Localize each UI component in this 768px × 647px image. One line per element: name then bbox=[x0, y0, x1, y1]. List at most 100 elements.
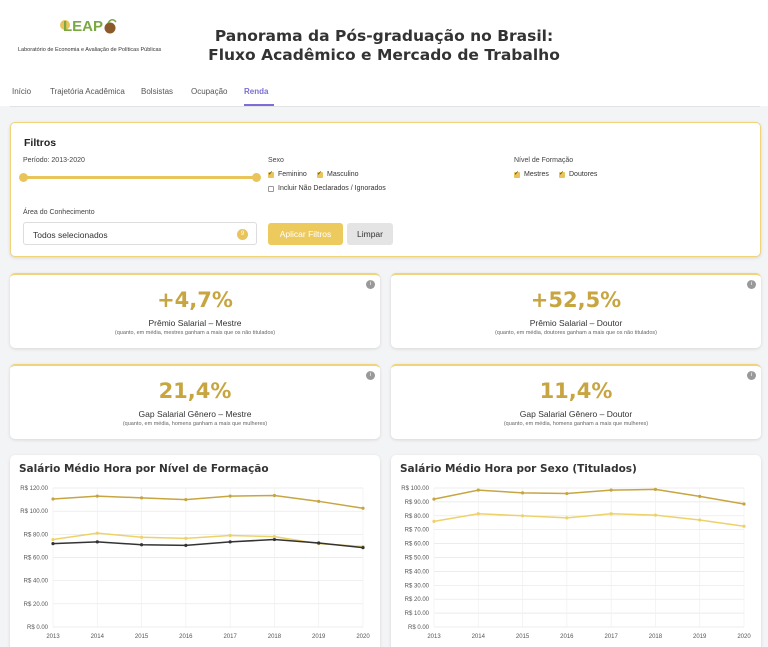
y-tick-label: R$ 40.00 bbox=[405, 569, 430, 575]
period-slider-track[interactable] bbox=[23, 176, 258, 179]
y-tick-label: R$ 0.00 bbox=[27, 625, 49, 631]
y-tick-label: R$ 100.00 bbox=[401, 486, 429, 492]
data-point bbox=[609, 512, 613, 516]
kpi-value: +4,7% bbox=[157, 288, 233, 312]
data-point bbox=[184, 536, 188, 540]
y-tick-label: R$ 80.00 bbox=[24, 532, 49, 538]
data-point bbox=[698, 494, 702, 498]
data-point bbox=[51, 537, 55, 542]
series-line bbox=[433, 512, 745, 527]
data-point bbox=[361, 506, 365, 510]
tab-inicio[interactable]: Início bbox=[12, 87, 32, 96]
data-point bbox=[184, 543, 188, 547]
tab-ocupacao[interactable]: Ocupação bbox=[191, 87, 228, 96]
data-point bbox=[139, 543, 144, 547]
x-tick-label: 2014 bbox=[91, 634, 105, 640]
kpi-value: 11,4% bbox=[539, 379, 613, 403]
data-point bbox=[609, 488, 613, 492]
tab-bolsistas[interactable]: Bolsistas bbox=[141, 87, 174, 96]
kpi-label: Gap Salarial Gênero – Mestre bbox=[138, 409, 252, 419]
data-point bbox=[272, 493, 277, 498]
data-point bbox=[317, 499, 321, 503]
clear-filters-button[interactable]: Limpar bbox=[347, 223, 393, 245]
x-tick-label: 2014 bbox=[472, 634, 486, 640]
page-subtitle: Fluxo Acadêmico e Mercado de Trabalho bbox=[208, 46, 560, 64]
period-label: Período: 2013-2020 bbox=[23, 157, 85, 164]
x-tick-label: 2015 bbox=[135, 634, 149, 640]
kpi-value: +52,5% bbox=[530, 288, 622, 312]
x-tick-label: 2020 bbox=[356, 634, 370, 640]
data-point bbox=[520, 514, 525, 518]
y-tick-label: R$ 60.00 bbox=[405, 542, 430, 548]
checkbox-masculino[interactable] bbox=[317, 170, 323, 178]
period-slider-end-handle[interactable] bbox=[252, 173, 261, 182]
info-icon[interactable]: i bbox=[747, 280, 756, 289]
tab-trajetoria-academica[interactable]: Trajetória Acadêmica bbox=[50, 87, 125, 96]
x-tick-label: 2013 bbox=[427, 634, 441, 640]
active-tab-indicator bbox=[244, 104, 274, 106]
x-tick-label: 2020 bbox=[737, 634, 751, 640]
chart-title: Salário Médio Hora por Nível de Formação bbox=[19, 463, 269, 475]
kpi-card-gap-doutor: i 11,4% Gap Salarial Gênero – Doutor (qu… bbox=[391, 364, 761, 439]
x-tick-label: 2015 bbox=[516, 634, 530, 640]
checkbox-doutores-label: Doutores bbox=[569, 171, 598, 178]
chart-card-nivel: Salário Médio Hora por Nível de Formação… bbox=[10, 455, 380, 647]
kpi-label: Prêmio Salarial – Doutor bbox=[529, 318, 623, 328]
kpi-note: (quanto, em média, mestres ganham a mais… bbox=[114, 330, 276, 336]
series-line bbox=[52, 494, 364, 510]
area-selected-count-badge: 9 bbox=[237, 229, 248, 240]
x-tick-label: 2016 bbox=[560, 634, 574, 640]
checkbox-include-undeclared-label: Incluir Não Declarados / Ignorados bbox=[278, 185, 386, 192]
chart-title: Salário Médio Hora por Sexo (Titulados) bbox=[400, 463, 637, 475]
data-point bbox=[228, 494, 232, 498]
tab-renda[interactable]: Renda bbox=[244, 87, 269, 96]
checkbox-mestres-label: Mestres bbox=[524, 171, 549, 178]
line-chart-nivel: R$ 0.00 R$ 20.00 R$ 40.00 R$ 60.00 R$ 80.00 R… bbox=[20, 486, 370, 640]
checkbox-masculino-label: Masculino bbox=[327, 171, 359, 178]
area-label: Área do Conhecimento bbox=[23, 209, 95, 216]
area-select-value: Todos selecionados bbox=[33, 230, 108, 240]
data-point bbox=[653, 487, 658, 491]
checkbox-mestres[interactable] bbox=[514, 170, 520, 178]
series-line bbox=[52, 538, 364, 549]
data-point bbox=[184, 497, 188, 502]
filters-panel: Filtros Período: 2013-2020 Sexo Feminino… bbox=[10, 122, 761, 257]
y-tick-label: R$ 100.00 bbox=[20, 509, 48, 515]
data-point bbox=[653, 513, 658, 517]
data-point bbox=[742, 502, 746, 506]
data-point bbox=[95, 540, 99, 544]
y-tick-label: R$ 50.00 bbox=[405, 556, 430, 562]
chart-card-sexo: Salário Médio Hora por Sexo (Titulados) … bbox=[391, 455, 761, 647]
data-point bbox=[317, 541, 321, 545]
kpi-note: (quanto, em média, homens ganham a mais … bbox=[503, 421, 649, 427]
info-icon[interactable]: i bbox=[366, 371, 375, 380]
page-title: Panorama da Pós-graduação no Brasil: bbox=[214, 27, 554, 45]
apply-filters-button[interactable]: Aplicar Filtros bbox=[268, 223, 343, 245]
checkbox-feminino-label: Feminino bbox=[278, 171, 307, 178]
checkbox-include-undeclared[interactable] bbox=[268, 186, 274, 192]
data-point bbox=[742, 524, 746, 528]
series-line bbox=[433, 488, 745, 505]
level-label: Nível de Formação bbox=[514, 157, 574, 164]
data-point bbox=[432, 497, 436, 501]
leap-logo[interactable]: LEAP bbox=[60, 16, 120, 44]
info-icon[interactable]: i bbox=[366, 280, 375, 289]
y-tick-label: R$ 0.00 bbox=[408, 625, 430, 631]
data-point bbox=[476, 512, 480, 516]
checkbox-doutores[interactable] bbox=[559, 170, 565, 178]
period-slider-start-handle[interactable] bbox=[19, 173, 28, 182]
y-tick-label: R$ 70.00 bbox=[405, 528, 430, 534]
kpi-note: (quanto, em média, doutores ganham a mai… bbox=[494, 330, 658, 336]
y-tick-label: R$ 20.00 bbox=[405, 597, 430, 603]
info-icon[interactable]: i bbox=[747, 371, 756, 380]
data-point bbox=[565, 516, 569, 520]
data-point bbox=[228, 533, 232, 538]
y-tick-label: R$ 20.00 bbox=[24, 602, 49, 608]
data-point bbox=[51, 542, 55, 546]
data-point bbox=[565, 491, 569, 496]
y-tick-label: R$ 80.00 bbox=[405, 514, 430, 520]
checkbox-feminino[interactable] bbox=[268, 170, 274, 178]
x-tick-label: 2013 bbox=[46, 634, 60, 640]
area-select[interactable]: Todos selecionados 9 bbox=[23, 222, 257, 245]
series-line bbox=[52, 532, 364, 548]
